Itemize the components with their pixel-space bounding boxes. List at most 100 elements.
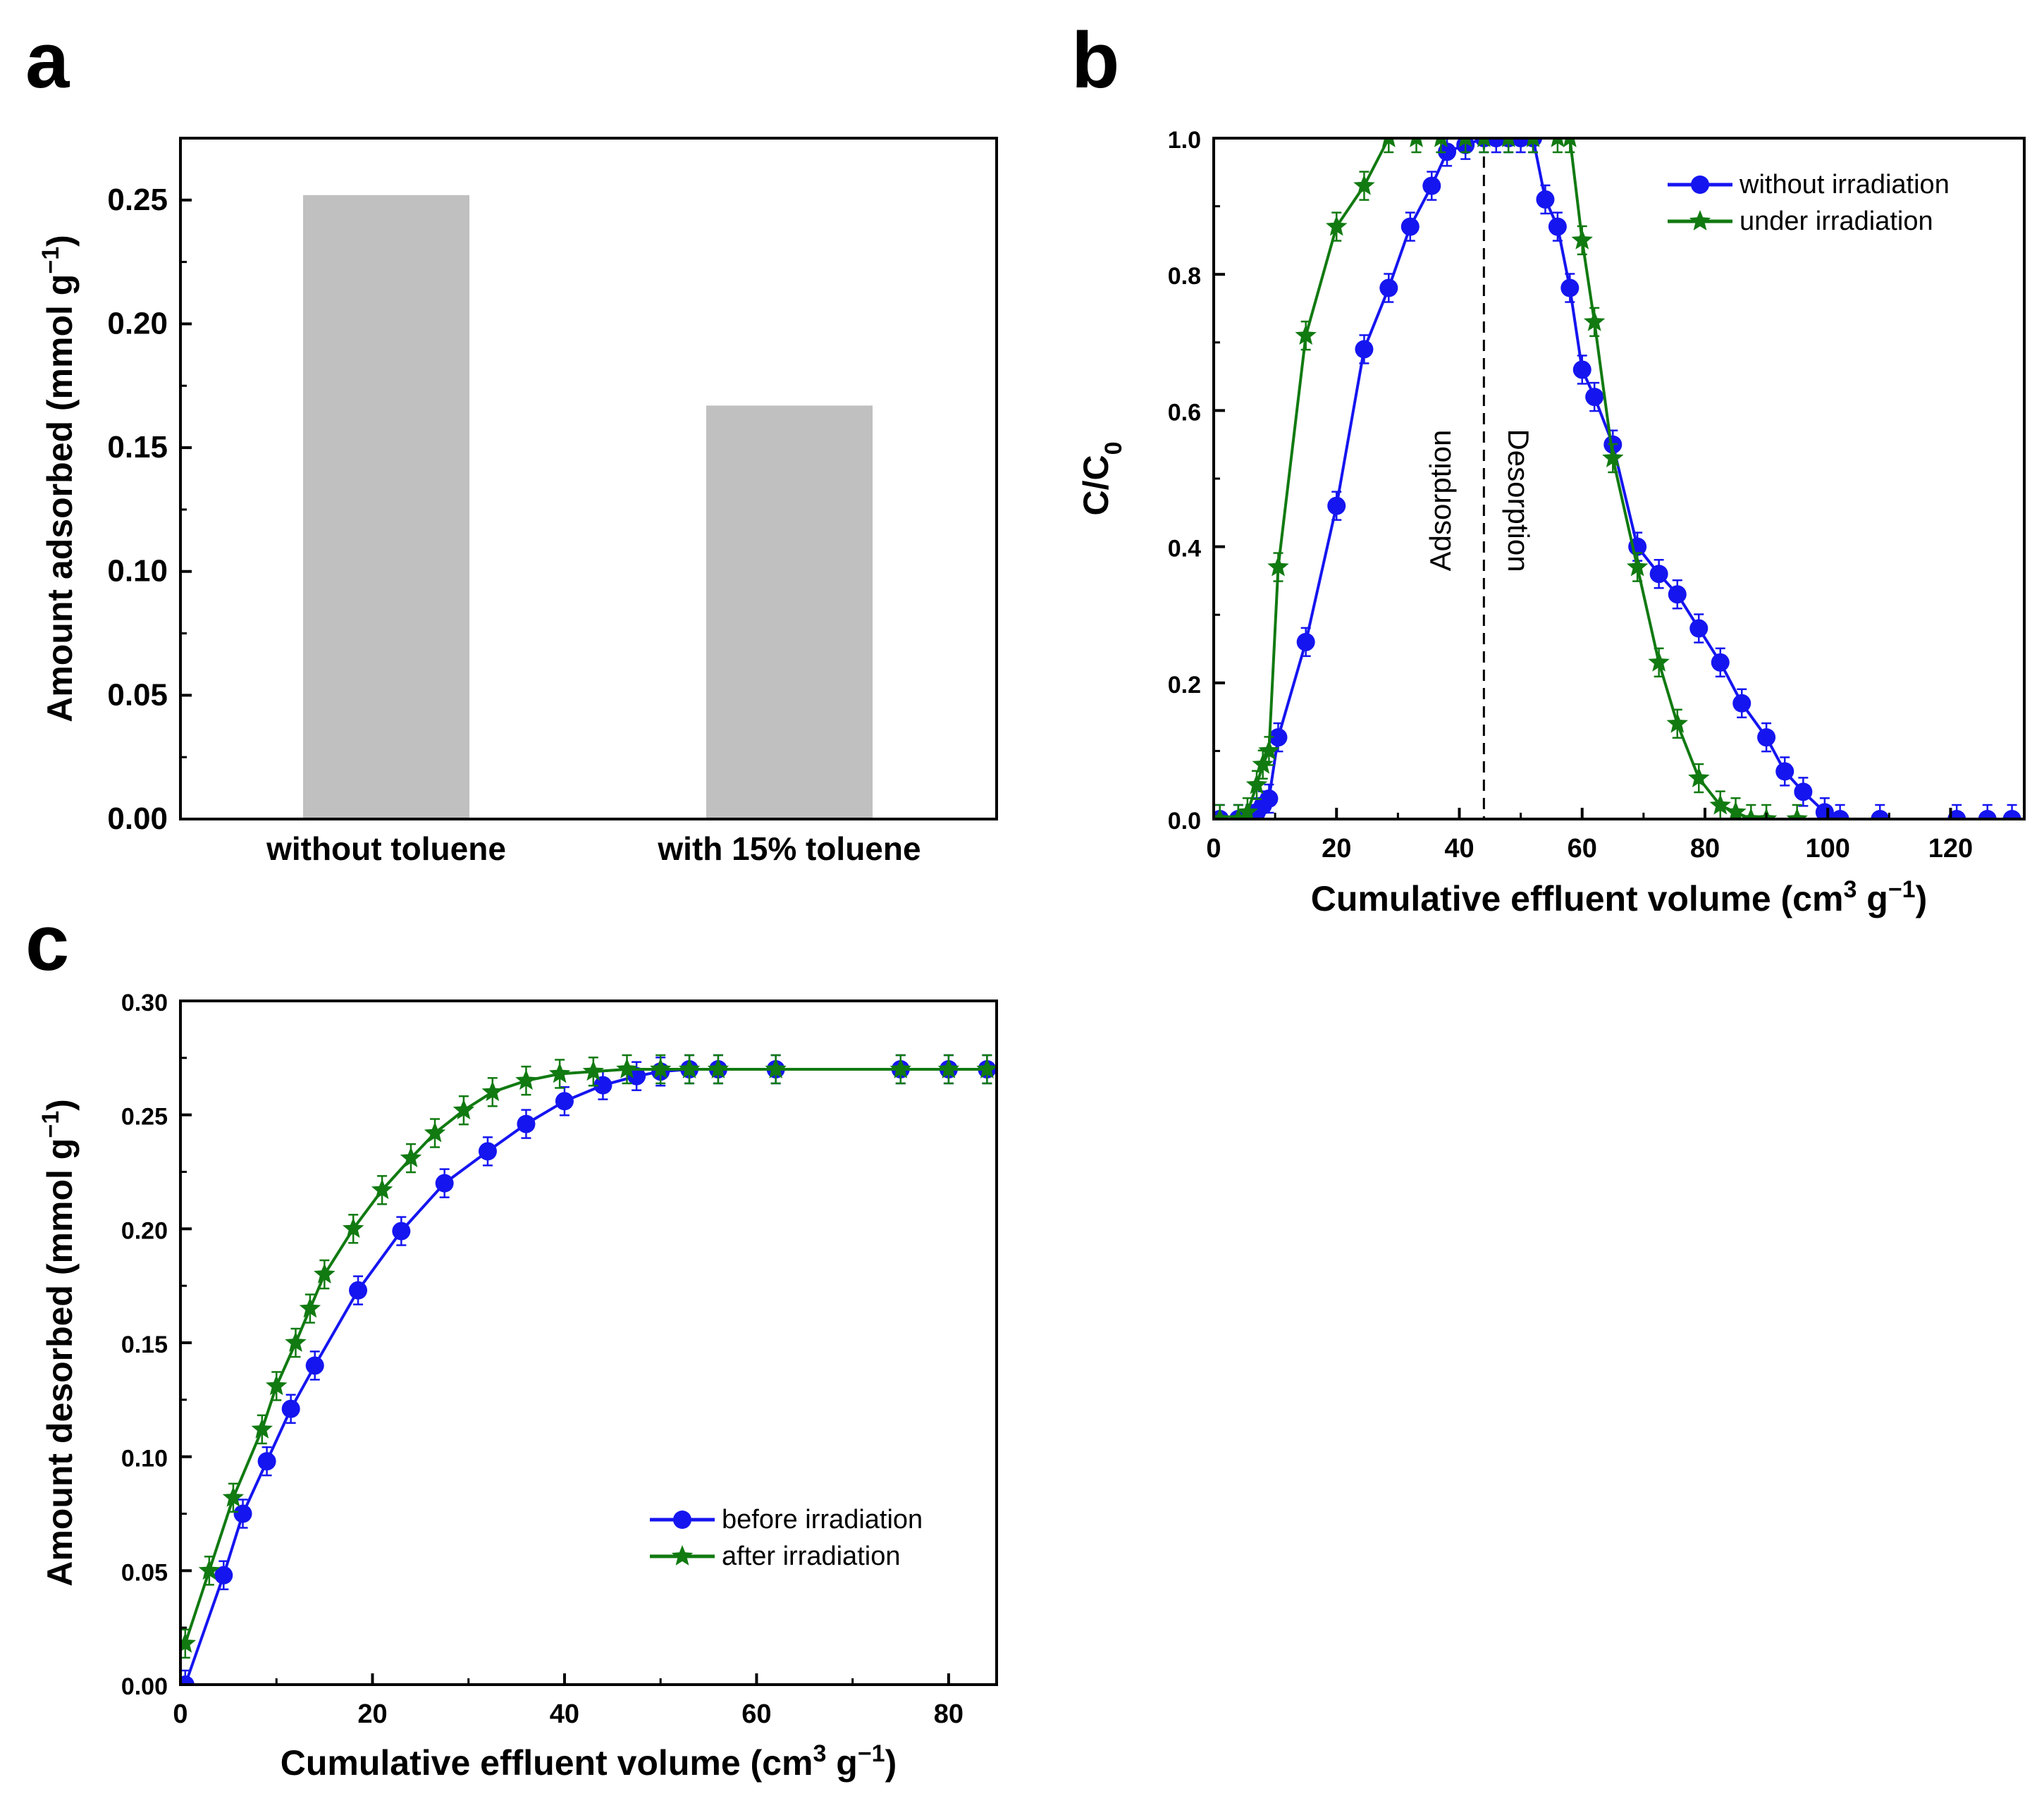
data-point-under-irradiation <box>1725 801 1747 819</box>
y-tick-label: 0.00 <box>107 801 168 836</box>
x-axis-label-b: Cumulative effluent volume (cm3 g−1) <box>1311 876 1927 918</box>
x-tick-label: 40 <box>1444 834 1474 863</box>
data-point-before-irradiation <box>517 1114 536 1133</box>
data-point-after-irradiation <box>180 1632 196 1653</box>
data-point-after-irradiation <box>765 1058 787 1078</box>
legend-entry-without-irradiation <box>1668 176 1732 194</box>
y-tick-label: 0.10 <box>121 1446 168 1472</box>
data-point-before-irradiation <box>349 1281 368 1300</box>
data-point-under-irradiation <box>1477 138 1491 147</box>
ticks-b: 0.0 0.2 0.4 0.6 0.8 1.0 0 20 40 60 80 100 120 <box>1168 127 1973 863</box>
data-point-without-irradiation <box>1585 388 1604 407</box>
panel-label-b: b <box>1071 16 1119 104</box>
data-point-after-irradiation <box>251 1417 273 1439</box>
data-point-after-irradiation <box>198 1559 221 1580</box>
data-point-after-irradiation <box>285 1331 307 1352</box>
data-point-under-irradiation <box>1666 712 1688 733</box>
data-point-without-irradiation <box>1379 278 1398 297</box>
data-point-under-irradiation <box>1583 310 1606 331</box>
data-point-after-irradiation <box>548 1062 571 1083</box>
legend-marker <box>1689 210 1711 230</box>
chart-a: 0.00 0.05 0.10 0.15 0.20 0.25 without toluene w… <box>37 137 998 867</box>
data-point-under-irradiation <box>1267 555 1289 577</box>
data-point-without-irradiation <box>1649 565 1668 584</box>
y-axis-label-a: Amount adsorbed (mmol g−1) <box>37 235 80 722</box>
data-point-after-irradiation <box>424 1121 446 1143</box>
bars-a <box>303 195 873 819</box>
legend-entry-under-irradiation <box>1668 210 1732 230</box>
legend-marker <box>671 1545 694 1566</box>
x-tick-label: 80 <box>1690 834 1720 863</box>
data-point-under-irradiation <box>1709 794 1731 815</box>
data-point-without-irradiation <box>1871 810 1890 819</box>
bar-without-toluene <box>303 195 469 819</box>
data-point-before-irradiation <box>478 1142 497 1161</box>
annotation-desorption: Desorption <box>1502 429 1535 572</box>
legend-b: without irradiation under irradiation <box>1668 170 1950 236</box>
axes-frame-a <box>179 137 998 820</box>
data-point-under-irradiation <box>1526 138 1540 147</box>
y-tick-label: 1.0 <box>1168 127 1201 154</box>
data-point-before-irradiation <box>627 1066 646 1085</box>
data-point-before-irradiation <box>281 1399 300 1418</box>
chart-c: 0.00 0.05 0.10 0.15 0.20 0.25 0.30 0 20 40 60 80 Am… <box>37 990 998 1783</box>
data-point-without-irradiation <box>1757 728 1776 747</box>
x-category-label: without toluene <box>266 830 506 867</box>
data-point-without-irradiation <box>1400 217 1420 236</box>
data-point-without-irradiation <box>1794 782 1813 801</box>
y-tick-label: 0.10 <box>107 554 168 589</box>
legend-label-after-irradiation: after irradiation <box>722 1542 900 1571</box>
y-tick-label: 0.2 <box>1168 672 1201 699</box>
data-point-without-irradiation <box>1815 803 1834 819</box>
data-point-under-irradiation <box>1740 808 1762 819</box>
data-point-after-irradiation <box>343 1217 364 1238</box>
data-point-before-irradiation <box>392 1222 411 1241</box>
data-point-without-irradiation <box>1572 360 1592 379</box>
x-tick-label: 40 <box>550 1699 579 1729</box>
legend-entry-after-irradiation <box>650 1545 715 1566</box>
y-tick-label: 0.15 <box>107 430 168 465</box>
x-tick-label: 0 <box>173 1699 187 1729</box>
data-point-without-irradiation <box>1689 619 1709 638</box>
data-point-after-irradiation <box>707 1058 729 1078</box>
data-point-under-irradiation <box>1326 215 1348 236</box>
legend-c: before irradiation after irradiation <box>650 1505 923 1571</box>
data-point-before-irradiation <box>435 1174 454 1193</box>
data-point-without-irradiation <box>1668 585 1687 604</box>
chart-b: 0.0 0.2 0.4 0.6 0.8 1.0 0 20 40 60 80 100 120 Adsorp… <box>1076 127 2026 918</box>
data-point-without-irradiation <box>1560 278 1580 297</box>
data-point-without-irradiation <box>2002 810 2021 819</box>
y-tick-label: 0.6 <box>1168 399 1201 426</box>
data-point-under-irradiation <box>1602 447 1624 467</box>
x-tick-label: 20 <box>1322 834 1351 863</box>
y-tick-label: 0.15 <box>121 1331 168 1358</box>
data-point-under-irradiation <box>1563 138 1577 147</box>
data-point-under-irradiation <box>1214 808 1231 819</box>
data-point-after-irradiation <box>266 1374 288 1396</box>
data-point-under-irradiation <box>1458 138 1472 147</box>
data-point-before-irradiation <box>305 1356 324 1375</box>
data-point-without-irradiation <box>1978 810 1997 819</box>
legend-entry-before-irradiation <box>650 1511 715 1529</box>
x-tick-label: 60 <box>1568 834 1597 863</box>
data-point-under-irradiation <box>1381 138 1396 147</box>
data-point-after-irradiation <box>400 1147 422 1167</box>
legend-marker <box>1691 176 1709 194</box>
x-tick-label: 100 <box>1806 834 1850 863</box>
data-point-under-irradiation <box>1626 555 1649 577</box>
data-point-before-irradiation <box>257 1452 276 1471</box>
data-point-after-irradiation <box>976 1058 997 1078</box>
data-point-without-irradiation <box>1536 190 1555 209</box>
data-point-after-irradiation <box>678 1058 701 1078</box>
annotation-adsorption: Adsorption <box>1424 430 1457 572</box>
data-point-before-irradiation <box>555 1092 574 1111</box>
data-point-after-irradiation <box>314 1263 335 1284</box>
data-point-before-irradiation <box>180 1675 195 1685</box>
data-point-without-irradiation <box>1711 653 1730 672</box>
y-axis-label-b: C/C0 <box>1076 441 1127 515</box>
data-point-under-irradiation <box>1252 753 1274 774</box>
legend-marker <box>673 1511 691 1529</box>
axes-frame-c <box>179 1000 998 1686</box>
data-point-before-irradiation <box>233 1504 252 1523</box>
data-point-under-irradiation <box>1434 138 1448 147</box>
